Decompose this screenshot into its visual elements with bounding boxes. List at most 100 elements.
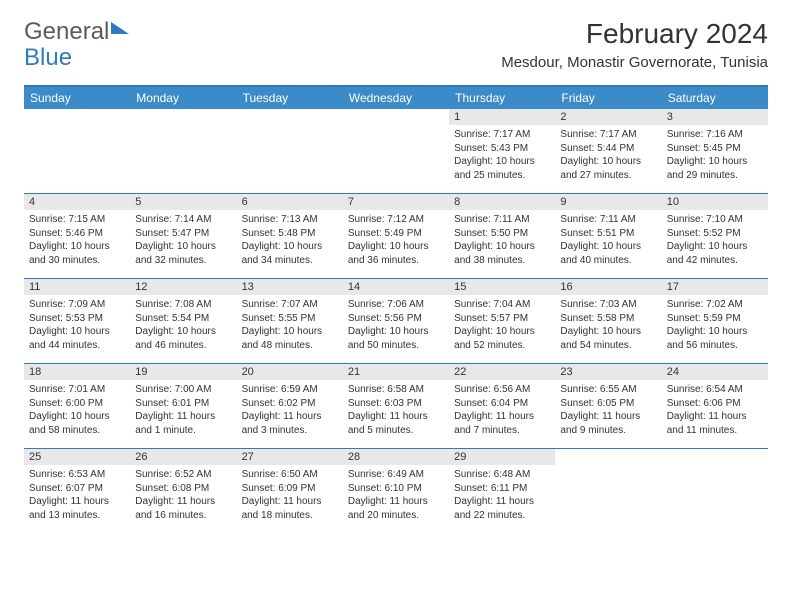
logo: General xyxy=(24,18,129,46)
day-cell: 8 Sunrise: 7:11 AMSunset: 5:50 PMDaylight… xyxy=(449,194,555,278)
daylight-line: Daylight: 11 hours and 3 minutes. xyxy=(242,410,338,437)
sunset-line: Sunset: 5:58 PM xyxy=(560,312,656,326)
daylight-line: Daylight: 10 hours and 48 minutes. xyxy=(242,325,338,352)
sunrise-line: Sunrise: 6:53 AM xyxy=(29,468,125,482)
day-cell: 5Sunrise: 7:14 AMSunset: 5:47 PMDaylight… xyxy=(130,194,236,278)
sunrise-line: Sunrise: 7:02 AM xyxy=(667,298,763,312)
sunrise-line: Sunrise: 6:58 AM xyxy=(348,383,444,397)
day-number: 26 xyxy=(130,449,236,465)
daylight-line: Daylight: 10 hours and 34 minutes. xyxy=(242,240,338,267)
day-cell: 1Sunrise: 7:17 AMSunset: 5:43 PMDaylight… xyxy=(449,109,555,193)
day-cell: 9Sunrise: 7:11 AMSunset: 5:51 PMDaylight… xyxy=(555,194,661,278)
sunset-line: Sunset: 5:48 PM xyxy=(242,227,338,241)
triangle-icon xyxy=(111,22,129,34)
day-number: 22 xyxy=(449,364,555,380)
day-number: 4 xyxy=(24,194,130,210)
sunrise-line: Sunrise: 6:49 AM xyxy=(348,468,444,482)
sunset-line: Sunset: 5:56 PM xyxy=(348,312,444,326)
day-info: Sunrise: 7:03 AMSunset: 5:58 PMDaylight:… xyxy=(560,298,656,352)
day-cell: 14Sunrise: 7:06 AMSunset: 5:56 PMDayligh… xyxy=(343,279,449,363)
day-cell: 28Sunrise: 6:49 AMSunset: 6:10 PMDayligh… xyxy=(343,449,449,533)
day-number: 9 xyxy=(555,194,661,210)
sunset-line: Sunset: 5:52 PM xyxy=(667,227,763,241)
daylight-line: Daylight: 10 hours and 52 minutes. xyxy=(454,325,550,352)
daylight-line: Daylight: 11 hours and 1 minute. xyxy=(135,410,231,437)
day-info: Sunrise: 6:59 AMSunset: 6:02 PMDaylight:… xyxy=(242,383,338,437)
day-info: Sunrise: 6:48 AMSunset: 6:11 PMDaylight:… xyxy=(454,468,550,522)
day-number: 19 xyxy=(130,364,236,380)
day-info: Sunrise: 6:55 AMSunset: 6:05 PMDaylight:… xyxy=(560,383,656,437)
day-cell: 27 Sunrise: 6:50 AMSunset: 6:09 PMDayligh… xyxy=(237,449,343,533)
day-number xyxy=(343,109,449,125)
day-cell xyxy=(237,109,343,193)
day-number: 24 xyxy=(662,364,768,380)
week-row: 18Sunrise: 7:01 AMSunset: 6:00 PMDayligh… xyxy=(24,364,768,449)
day-number: 7 xyxy=(343,194,449,210)
day-number xyxy=(130,109,236,125)
day-number xyxy=(24,109,130,125)
sunrise-line: Sunrise: 7:17 AM xyxy=(454,128,550,142)
sunrise-line: Sunrise: 7:12 AM xyxy=(348,213,444,227)
daylight-line: Daylight: 11 hours and 11 minutes. xyxy=(667,410,763,437)
day-cell: 22Sunrise: 6:56 AMSunset: 6:04 PMDayligh… xyxy=(449,364,555,448)
day-header: Tuesday xyxy=(237,87,343,109)
day-number: 21 xyxy=(343,364,449,380)
day-number xyxy=(662,449,768,465)
sunset-line: Sunset: 5:54 PM xyxy=(135,312,231,326)
day-info: Sunrise: 7:11 AMSunset: 5:50 PMDaylight:… xyxy=(454,213,550,267)
day-cell xyxy=(662,449,768,533)
daylight-line: Daylight: 10 hours and 44 minutes. xyxy=(29,325,125,352)
day-info: Sunrise: 6:52 AMSunset: 6:08 PMDaylight:… xyxy=(135,468,231,522)
day-header: Monday xyxy=(130,87,236,109)
sunrise-line: Sunrise: 7:11 AM xyxy=(560,213,656,227)
day-number: 15 xyxy=(449,279,555,295)
daylight-line: Daylight: 10 hours and 50 minutes. xyxy=(348,325,444,352)
sunset-line: Sunset: 6:03 PM xyxy=(348,397,444,411)
day-cell: 24Sunrise: 6:54 AMSunset: 6:06 PMDayligh… xyxy=(662,364,768,448)
day-cell: 3Sunrise: 7:16 AMSunset: 5:45 PMDaylight… xyxy=(662,109,768,193)
day-info: Sunrise: 7:17 AMSunset: 5:44 PMDaylight:… xyxy=(560,128,656,182)
daylight-line: Daylight: 10 hours and 25 minutes. xyxy=(454,155,550,182)
day-number: 12 xyxy=(130,279,236,295)
daylight-line: Daylight: 11 hours and 22 minutes. xyxy=(454,495,550,522)
week-row: 25Sunrise: 6:53 AMSunset: 6:07 PMDayligh… xyxy=(24,449,768,533)
sunrise-line: Sunrise: 7:10 AM xyxy=(667,213,763,227)
day-cell: 26 Sunrise: 6:52 AMSunset: 6:08 PMDayligh… xyxy=(130,449,236,533)
day-info: Sunrise: 7:12 AMSunset: 5:49 PMDaylight:… xyxy=(348,213,444,267)
day-cell: 12Sunrise: 7:08 AMSunset: 5:54 PMDayligh… xyxy=(130,279,236,363)
day-cell: 11Sunrise: 7:09 AMSunset: 5:53 PMDayligh… xyxy=(24,279,130,363)
day-cell: 13Sunrise: 7:07 AMSunset: 5:55 PMDayligh… xyxy=(237,279,343,363)
day-header: Sunday xyxy=(24,87,130,109)
sunset-line: Sunset: 6:10 PM xyxy=(348,482,444,496)
day-number: 20 xyxy=(237,364,343,380)
day-info: Sunrise: 6:50 AMSunset: 6:09 PMDaylight:… xyxy=(242,468,338,522)
sunset-line: Sunset: 6:08 PM xyxy=(135,482,231,496)
day-cell: 19Sunrise: 7:00 AMSunset: 6:01 PMDayligh… xyxy=(130,364,236,448)
day-number: 14 xyxy=(343,279,449,295)
daylight-line: Daylight: 11 hours and 5 minutes. xyxy=(348,410,444,437)
day-cell: 21 Sunrise: 6:58 AMSunset: 6:03 PMDayligh… xyxy=(343,364,449,448)
day-number: 5 xyxy=(130,194,236,210)
day-number: 2 xyxy=(555,109,661,125)
daylight-line: Daylight: 10 hours and 38 minutes. xyxy=(454,240,550,267)
day-cell: 18Sunrise: 7:01 AMSunset: 6:00 PMDayligh… xyxy=(24,364,130,448)
day-info: Sunrise: 7:02 AMSunset: 5:59 PMDaylight:… xyxy=(667,298,763,352)
sunrise-line: Sunrise: 7:08 AM xyxy=(135,298,231,312)
day-cell: 23Sunrise: 6:55 AMSunset: 6:05 PMDayligh… xyxy=(555,364,661,448)
day-header: Saturday xyxy=(662,87,768,109)
day-cell: 10Sunrise: 7:10 AMSunset: 5:52 PMDayligh… xyxy=(662,194,768,278)
day-cell: 17Sunrise: 7:02 AMSunset: 5:59 PMDayligh… xyxy=(662,279,768,363)
sunrise-line: Sunrise: 7:17 AM xyxy=(560,128,656,142)
title-block: February 2024 Mesdour, Monastir Governor… xyxy=(501,18,768,71)
header: General February 2024 Mesdour, Monastir … xyxy=(0,0,792,77)
day-number: 8 xyxy=(449,194,555,210)
sunrise-line: Sunrise: 6:54 AM xyxy=(667,383,763,397)
day-number: 18 xyxy=(24,364,130,380)
day-cell: 15Sunrise: 7:04 AMSunset: 5:57 PMDayligh… xyxy=(449,279,555,363)
day-header: Friday xyxy=(555,87,661,109)
day-cell xyxy=(24,109,130,193)
sunrise-line: Sunrise: 6:55 AM xyxy=(560,383,656,397)
day-number: 27 xyxy=(237,449,343,465)
day-cell: 2 Sunrise: 7:17 AMSunset: 5:44 PMDaylight… xyxy=(555,109,661,193)
sunset-line: Sunset: 5:45 PM xyxy=(667,142,763,156)
